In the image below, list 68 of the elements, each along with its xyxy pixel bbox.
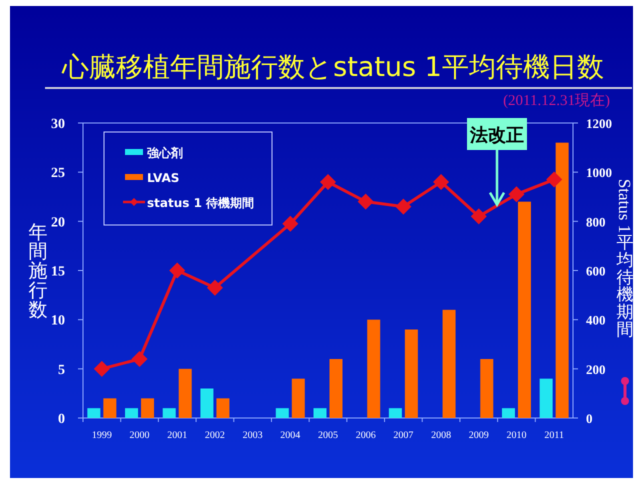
point [546, 172, 562, 188]
bar [292, 378, 305, 418]
x-tick-label: 2010 [506, 430, 526, 441]
x-tick-label: 1999 [92, 430, 112, 441]
point [169, 262, 186, 278]
bar [388, 408, 402, 418]
bar [442, 310, 456, 418]
y2-tick-label: 800 [586, 214, 606, 230]
bar [540, 378, 553, 418]
bar [162, 408, 176, 418]
y2-tick-label: 0 [586, 411, 592, 426]
chart-subtitle: (2011.12.31現在) [503, 92, 610, 109]
x-tick-label: 2006 [356, 430, 376, 441]
x-tick-label: 2001 [167, 430, 188, 441]
point [358, 194, 374, 210]
x-tick-label: 2011 [544, 430, 564, 441]
bar [404, 330, 418, 418]
y2-tick-label: 1200 [586, 116, 612, 131]
point [94, 360, 110, 377]
y-tick-label: 20 [51, 215, 65, 230]
bar [556, 142, 569, 418]
bar [367, 320, 380, 418]
bar [276, 408, 289, 418]
bar [141, 398, 154, 418]
bar [87, 408, 100, 418]
bar [103, 398, 116, 418]
bar [178, 368, 192, 418]
bar [200, 388, 214, 418]
y2-tick-label: 600 [586, 264, 606, 278]
x-tick-label: 2002 [204, 430, 225, 441]
bar [502, 408, 515, 418]
x-tick-label: 2003 [242, 430, 263, 441]
point [470, 208, 487, 224]
x-tick-label: 2005 [318, 430, 338, 441]
y2-tick-label: 200 [586, 362, 606, 377]
annotation: 法改正 [469, 125, 524, 146]
bar [330, 359, 342, 418]
legend-label: 強心剤 [147, 146, 183, 160]
point [132, 351, 148, 367]
y-axis-title: 年間施行数 [28, 221, 48, 321]
y2-tick-label: 400 [586, 312, 606, 328]
y-tick-label: 30 [51, 117, 65, 132]
x-tick-label: 2008 [431, 430, 452, 441]
point [206, 280, 223, 296]
point [395, 198, 412, 215]
y-tick-label: 25 [51, 166, 65, 182]
y-tick-label: 0 [58, 412, 65, 427]
legend-label: status 1 待機期間 [147, 196, 254, 210]
point [282, 216, 298, 232]
x-tick-label: 2009 [468, 430, 489, 441]
bar [216, 398, 230, 418]
chart-title: 心臓移植年間施行数とstatus 1平均待機日数 [61, 52, 604, 83]
bar [314, 408, 326, 418]
y2-tick-label: 1000 [586, 165, 612, 180]
y-tick-label: 5 [58, 362, 65, 378]
x-tick-label: 2000 [130, 430, 150, 441]
y-tick-label: 10 [51, 314, 65, 329]
x-tick-label: 2004 [280, 430, 300, 441]
point [433, 174, 450, 190]
point [320, 174, 336, 190]
bar [480, 359, 494, 418]
bar [125, 408, 138, 418]
x-tick-label: 2007 [393, 430, 414, 441]
y-tick-label: 15 [51, 264, 65, 280]
y2-axis-title: Status 1平均待機期間 [615, 178, 634, 339]
point [508, 186, 524, 202]
legend-label: LVAS [147, 171, 180, 185]
bar [518, 202, 531, 418]
